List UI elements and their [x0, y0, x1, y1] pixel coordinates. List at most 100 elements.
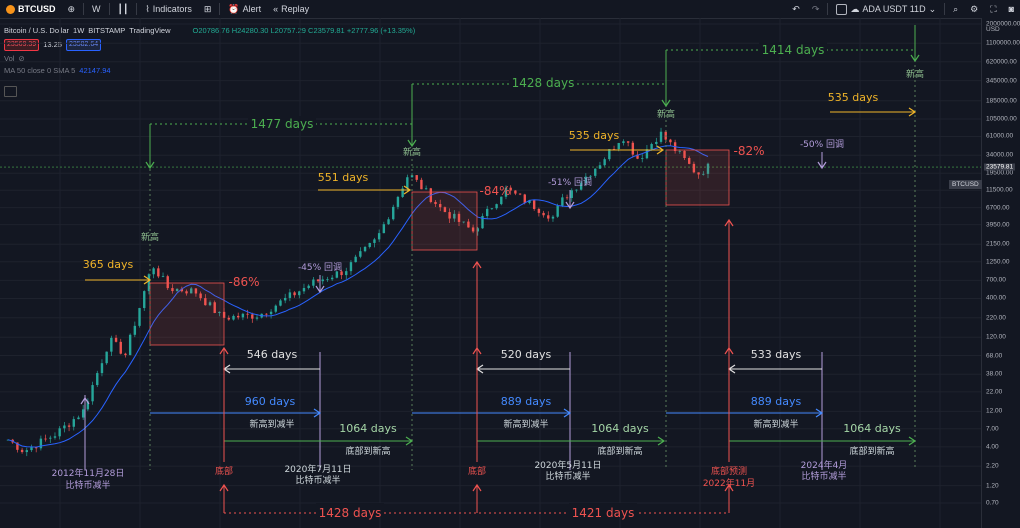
candle [387, 219, 390, 225]
retracement-arrow-head [315, 285, 325, 294]
indicators-button[interactable]: ⌇ Indicators [139, 0, 197, 18]
candle [63, 425, 66, 429]
bottom-marker-line-head [724, 218, 734, 227]
sell-price[interactable]: 23569.39 [4, 39, 40, 51]
candle [504, 187, 508, 197]
gear-icon[interactable]: ⚙ [970, 3, 979, 14]
candle [636, 154, 639, 159]
bottom-to-top-arrow-head [908, 436, 917, 446]
halving-caption: 比特币减半 [801, 470, 846, 482]
price-tick-label: 620000.00 [986, 58, 1017, 66]
candle [255, 317, 259, 319]
halving-arrow-head [80, 396, 90, 405]
price-tick-label: 220.00 [986, 314, 1006, 322]
chevron-down-icon: ⌄ [928, 3, 937, 14]
candle [490, 208, 494, 210]
divider [108, 3, 110, 15]
price-tick-label: 38.00 [986, 370, 1003, 378]
candle [91, 385, 94, 402]
symbol-search[interactable]: BTCUSD [0, 0, 62, 18]
candle [25, 450, 28, 453]
label-bg [248, 116, 316, 131]
price-tick-label: 22.00 [986, 388, 1003, 396]
candle [213, 302, 216, 314]
bottom-to-halving-label: 960 days [245, 395, 296, 408]
compare-add-button[interactable]: ⊕ [67, 3, 76, 14]
candle [532, 200, 536, 209]
interval-button[interactable]: W [86, 0, 107, 18]
candle [514, 190, 517, 194]
drawdown-label: -84% [479, 184, 510, 198]
bottom-to-halving-label: 889 days [751, 395, 802, 408]
candle [265, 313, 268, 315]
candle-style-icon[interactable]: ┃┃ [117, 3, 129, 14]
bottom-to-top-label: 1064 days [591, 422, 649, 435]
fullscreen-icon[interactable]: ⛶ [990, 3, 997, 14]
candle [645, 149, 649, 159]
undo-icon[interactable]: ↶ [792, 3, 800, 14]
legend-interval: 1W [73, 26, 85, 35]
candle [598, 165, 602, 169]
drawdown-box [149, 282, 225, 346]
candle [100, 363, 104, 374]
legend-source: TradingView [129, 26, 171, 35]
bottom-to-top-label: 1064 days [339, 422, 397, 435]
candle [298, 291, 301, 296]
bottom-to-halving-arrow-head [563, 408, 572, 418]
candle [246, 313, 249, 315]
candle [373, 239, 376, 243]
price-tick-label: 185000.00 [986, 97, 1017, 105]
candle [105, 351, 108, 364]
compare-symbol-button[interactable]: ☁ ADA USDT 11D ⌄ [830, 0, 942, 18]
price-axis[interactable]: USD 2000000.00 1100000.00 620000.00 345000.… [981, 18, 1020, 528]
candle [77, 417, 80, 420]
alert-icon: ⏰ [228, 3, 240, 14]
alert-label: Alert [242, 4, 262, 14]
candle [279, 300, 282, 306]
candle [608, 149, 611, 160]
candle [377, 233, 381, 240]
candle [20, 449, 24, 453]
right-toolbar: ↶ ↷ ☁ ADA USDT 11D ⌄ ⌕ ⚙ ⛶ ◙ [786, 0, 1020, 18]
layout-grid-icon[interactable]: ⊞ [203, 3, 212, 14]
price-tick-label: 1100000.00 [986, 39, 1020, 47]
candle [72, 419, 75, 427]
candle [697, 172, 700, 175]
candle [457, 213, 461, 222]
alert-button[interactable]: ⏰ Alert [222, 0, 267, 18]
candle [659, 131, 663, 142]
drawdown-box [665, 149, 730, 206]
candle [218, 311, 221, 314]
peak-label: 新高 [403, 146, 421, 158]
candle [138, 308, 141, 326]
replay-button[interactable]: «Replay [267, 0, 315, 18]
candle [500, 196, 503, 205]
candle [547, 215, 550, 219]
redo-icon[interactable]: ↷ [811, 3, 820, 14]
interval-label: W [92, 4, 101, 14]
cycle-interval-label: 1414 days [762, 43, 825, 57]
bottom-prediction-date: 2022年11月 [703, 477, 755, 489]
collapse-legend-button[interactable] [4, 86, 17, 97]
halving-date-label: 2020年7月11日 [284, 463, 351, 475]
divider [827, 3, 829, 15]
candle [119, 341, 122, 354]
checkbox-icon [836, 3, 848, 15]
candle [702, 173, 705, 175]
peak-arrow-head [145, 161, 155, 170]
eye-off-icon[interactable]: ⊘ [18, 54, 25, 63]
price-chart[interactable]: -86% -84% -82% 1477 days 1428 days 1414 days 新… [0, 18, 982, 528]
price-tick-label: 34000.00 [986, 151, 1014, 159]
candle [467, 221, 470, 228]
bottom-marker-line-head [472, 260, 482, 269]
candle [523, 194, 526, 203]
bottom-interval-label: 1428 days [319, 506, 382, 520]
candle [204, 298, 207, 306]
candle [180, 288, 184, 292]
buy-price[interactable]: 23582.64 [65, 39, 102, 51]
search-icon[interactable]: ⌕ [953, 3, 959, 14]
label-bg [509, 75, 577, 90]
camera-icon[interactable]: ◙ [1008, 4, 1014, 14]
bottom-to-top-caption: 底部到新高 [597, 445, 642, 457]
halving-to-top-arrow-head [908, 107, 917, 117]
